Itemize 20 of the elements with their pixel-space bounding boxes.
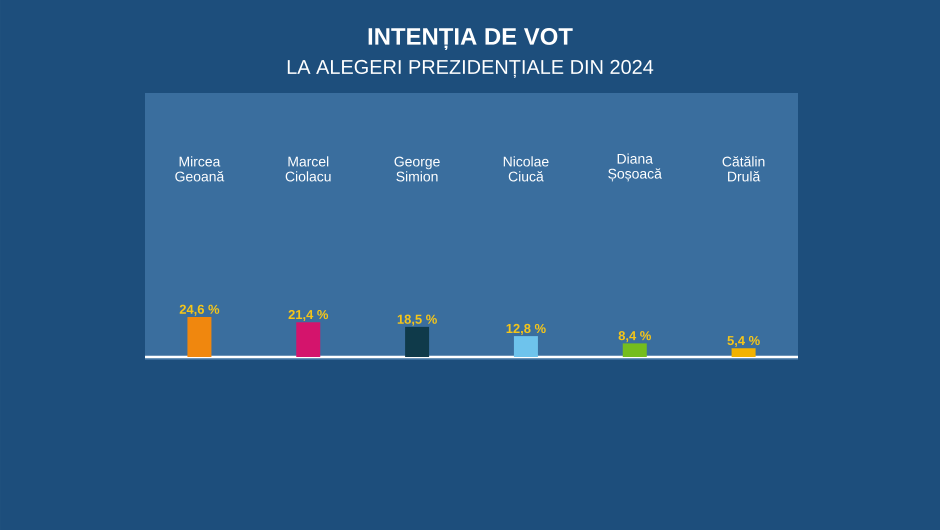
x-tick-label: Diana Șoșoacă (608, 153, 662, 182)
data-label: 8,4 % (618, 331, 651, 342)
bar (514, 336, 538, 357)
x-tick-label: Cătălin Drulă (722, 156, 764, 182)
bar (622, 343, 647, 357)
x-tick-label: Nicolae Ciucă (504, 156, 549, 182)
data-label: 21,4 % (288, 310, 328, 321)
bar (405, 326, 430, 357)
bar (732, 348, 756, 357)
chart-subtitle: LA ALEGERI PREZIDENȚIALE DIN 2024 (288, 60, 654, 78)
chart-title: INTENȚIA DE VOT (368, 28, 573, 50)
data-label: 18,5 % (398, 314, 437, 326)
x-tick-label: Marcel Ciolacu (286, 156, 331, 182)
data-label: 5,4 % (727, 336, 760, 347)
bar (296, 322, 320, 357)
x-tick-label: Mircea Geoană (175, 156, 224, 182)
data-label: 12,8 % (506, 324, 546, 335)
x-tick-label: George Simion (394, 156, 440, 182)
data-label: 24,6 % (180, 304, 220, 316)
bar (187, 316, 212, 357)
